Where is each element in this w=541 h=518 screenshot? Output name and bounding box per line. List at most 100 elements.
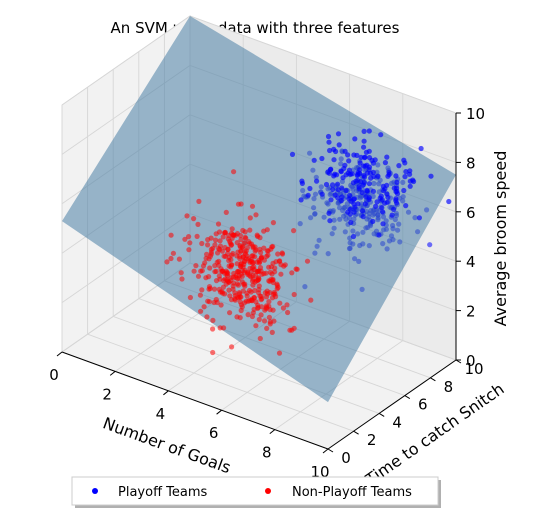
nonplayoff-point	[257, 246, 263, 252]
nonplayoff-point	[249, 278, 256, 284]
nonplayoff-point	[249, 203, 256, 209]
x-tick-mark	[269, 429, 276, 434]
nonplayoff-point	[229, 226, 235, 232]
nonplayoff-point	[265, 252, 271, 258]
playoff-point	[389, 212, 395, 218]
x-tick-label: 0	[49, 366, 59, 384]
nonplayoff-point	[204, 251, 210, 257]
nonplayoff-point	[264, 248, 270, 254]
nonplayoff-point	[263, 306, 269, 312]
playoff-point	[361, 138, 367, 144]
nonplayoff-point	[267, 269, 273, 275]
playoff-point	[357, 167, 363, 173]
nonplayoff-point	[199, 240, 205, 247]
nonplayoff-point	[244, 290, 250, 296]
nonplayoff-point	[225, 236, 231, 242]
playoff-point	[370, 188, 376, 194]
playoff-point	[327, 147, 333, 154]
playoff-point	[361, 128, 367, 134]
nonplayoff-point	[220, 284, 226, 290]
playoff-point	[446, 198, 452, 205]
playoff-point	[357, 160, 363, 166]
nonplayoff-point	[262, 290, 268, 296]
nonplayoff-point	[216, 273, 222, 279]
legend-box	[71, 476, 439, 506]
nonplayoff-point	[287, 327, 293, 333]
playoff-point	[370, 169, 376, 175]
y-tick-mark	[404, 395, 411, 400]
playoff-point	[347, 192, 353, 198]
playoff-point	[418, 145, 424, 152]
nonplayoff-point	[182, 236, 188, 242]
z-axis-label: Average broom speed	[491, 151, 510, 327]
nonplayoff-point	[258, 293, 264, 299]
playoff-point	[333, 148, 339, 155]
nonplayoff-point	[191, 216, 197, 222]
nonplayoff-point	[272, 265, 278, 271]
playoff-point	[327, 218, 333, 224]
nonplayoff-point	[240, 254, 246, 260]
grid-floor-y	[113, 315, 380, 414]
nonplayoff-point	[242, 267, 248, 273]
nonplayoff-point	[225, 251, 231, 257]
nonplayoff-point	[193, 263, 199, 269]
nonplayoff-point	[280, 305, 286, 311]
decision-plane	[62, 16, 456, 403]
nonplayoff-point	[206, 286, 212, 292]
playoff-point	[326, 210, 332, 216]
nonplayoff-point	[257, 235, 263, 241]
playoff-point	[380, 209, 386, 215]
nonplayoff-point	[223, 209, 229, 215]
playoff-point	[401, 157, 407, 163]
playoff-point	[363, 149, 369, 155]
nonplayoff-point	[248, 257, 254, 263]
nonplayoff-point	[264, 325, 270, 331]
nonplayoff-point	[270, 220, 276, 226]
nonplayoff-point	[168, 255, 174, 262]
nonplayoff-point	[231, 280, 237, 286]
playoff-point	[330, 186, 336, 192]
playoff-point	[380, 221, 386, 227]
playoff-point	[351, 209, 357, 215]
x-tick-label: 6	[209, 424, 219, 442]
nonplayoff-point	[276, 350, 283, 356]
playoff-point	[361, 172, 367, 179]
playoff-point	[307, 185, 313, 192]
nonplayoff-point	[216, 262, 222, 268]
nonplayoff-point	[205, 237, 211, 243]
nonplayoff-point	[198, 308, 204, 314]
playoff-point	[335, 131, 342, 137]
chart-title: An SVM using data with three features	[111, 19, 400, 37]
nonplayoff-point	[213, 237, 219, 243]
nonplayoff-point	[216, 229, 223, 235]
nonplayoff-point	[246, 239, 252, 245]
nonplayoff-point	[176, 256, 182, 262]
nonplayoff-point	[236, 275, 242, 281]
playoff-point	[336, 142, 342, 148]
nonplayoff-point	[281, 263, 287, 269]
nonplayoff-point	[234, 240, 240, 246]
playoff-point	[298, 197, 304, 203]
y-tick-mark	[353, 430, 359, 435]
x-tick-mark	[109, 371, 116, 376]
nonplayoff-point	[186, 234, 192, 240]
nonplayoff-point	[304, 258, 311, 264]
svm-plane	[62, 16, 456, 403]
nonplayoff-point	[256, 287, 262, 293]
nonplayoff-point	[253, 299, 259, 305]
nonplayoff-point	[234, 314, 240, 320]
nonplayoff-point	[227, 293, 233, 299]
nonplayoff-point	[255, 275, 262, 281]
nonplayoff-point	[178, 270, 184, 276]
y-tick-label: 4	[392, 413, 402, 431]
playoff-point	[340, 175, 346, 181]
nonplayoff-point	[217, 325, 223, 331]
nonplayoff-point	[228, 264, 234, 270]
playoff-point	[359, 190, 365, 196]
nonplayoff-point	[267, 319, 273, 325]
playoff-point	[366, 181, 372, 187]
nonplayoff-point	[217, 246, 223, 253]
y-tick-label: 6	[418, 396, 428, 414]
playoff-point	[360, 208, 366, 214]
playoff-point	[358, 154, 364, 160]
